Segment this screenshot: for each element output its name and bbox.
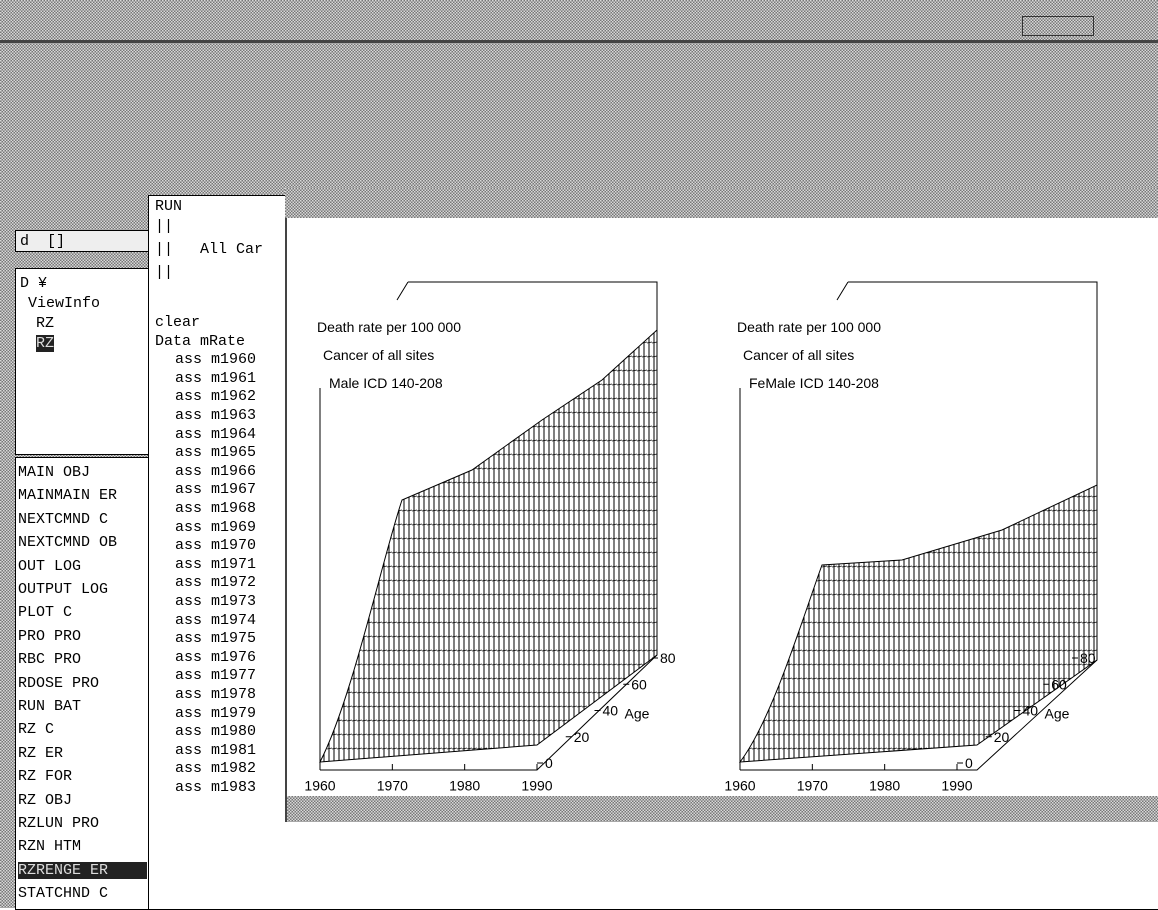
file-item: RUN BAT: [18, 698, 82, 715]
file-item: STATCHND C: [18, 885, 109, 903]
code-line: ass m1961: [175, 369, 257, 387]
file-item: MAIN OBJ: [18, 464, 91, 481]
code-line: ass m1968: [175, 500, 257, 517]
x-tick-label: 1960: [304, 777, 335, 793]
file-item: RZRENGE ER: [18, 861, 147, 879]
file-item: NEXTCMND C: [18, 510, 109, 528]
x-tick-label: 1970: [797, 777, 828, 793]
age-tick-label: 80: [660, 650, 676, 666]
code-line: ass m1980: [175, 723, 257, 741]
file-item: RDOSE PRO: [18, 674, 100, 692]
plot-title: FeMale ICD 140-208: [749, 375, 879, 391]
age-tick-label: 60: [1051, 676, 1067, 692]
age-tick-label: 0: [545, 755, 553, 771]
code-line: ass m1977: [175, 667, 257, 685]
code-line: ass m1976: [175, 648, 257, 666]
plot-title: Cancer of all sites: [323, 347, 434, 363]
age-label: Age: [1045, 706, 1070, 722]
comment-line: ||: [155, 264, 174, 281]
window-buttons[interactable]: [1022, 16, 1094, 36]
code-line: ass m1982: [175, 760, 257, 778]
x-tick-label: 1980: [449, 777, 480, 793]
code-line: clear: [155, 314, 201, 331]
file-list: MAIN OBJ MAINMAIN ER NEXTCMND C NEXTCMND OB…: [15, 457, 150, 910]
code-line: ass m1963: [175, 407, 257, 424]
age-tick-label: 60: [631, 676, 647, 692]
file-item: RZN HTM: [18, 838, 82, 856]
age-tick-label: 20: [574, 729, 590, 745]
age-label: Age: [625, 706, 650, 722]
x-tick-label: 1970: [377, 777, 408, 793]
age-tick-label: 20: [994, 729, 1010, 745]
x-tick-label: 1960: [724, 777, 755, 793]
file-item: NEXTCMND OB: [18, 534, 118, 552]
x-tick-label: 1990: [521, 777, 552, 793]
tree-item: RZ: [36, 335, 55, 352]
code-line: ass m1966: [175, 462, 257, 480]
file-item: PLOT C: [18, 604, 73, 622]
code-line: ass m1970: [175, 537, 257, 555]
code-line: ass m1974: [175, 611, 257, 629]
code-line: ass m1964: [175, 425, 257, 443]
comment-line: ||: [155, 218, 174, 235]
plot-statusbar: [285, 796, 1158, 822]
code-line: ass m1981: [175, 741, 257, 759]
code-line: ass m1960: [175, 351, 257, 369]
file-item: OUTPUT LOG: [18, 581, 109, 598]
plots: Death rate per 100 000 Cancer of all site…: [304, 281, 1098, 793]
tree-item: D ¥: [20, 275, 48, 292]
code-line: ass m1962: [175, 388, 257, 406]
plot-title: Cancer of all sites: [743, 347, 854, 363]
plot-titlebar: [285, 188, 1158, 218]
plot-window: Death rate per 100 000 Cancer of all site…: [285, 218, 1158, 796]
file-item: RZ FOR: [18, 768, 73, 786]
file-item: OUT LOG: [18, 557, 82, 575]
code-line: ass m1971: [175, 555, 257, 573]
code-line: ass m1967: [175, 481, 257, 499]
tree-item: ViewInfo: [28, 295, 101, 312]
x-tick-label: 1990: [941, 777, 972, 793]
code-line: ass m1983: [175, 779, 257, 796]
file-item: RZ C: [18, 721, 55, 739]
surface-female: [738, 281, 1098, 771]
folder-tree: D ¥ ViewInfo RZ RZ: [15, 268, 150, 455]
code-line: ass m1975: [175, 630, 257, 648]
file-item: PRO PRO: [18, 627, 82, 645]
drive-combo[interactable]: d []: [15, 230, 150, 252]
age-tick-label: 80: [1080, 650, 1096, 666]
drive-label: d []: [20, 233, 66, 250]
menu-separator: [0, 40, 1158, 43]
code-line: ass m1973: [175, 593, 257, 610]
file-item: RZLUN PRO: [18, 815, 100, 832]
code-line: ass m1978: [175, 686, 257, 703]
x-tick-label: 1980: [869, 777, 900, 793]
code-line: ass m1969: [175, 518, 257, 536]
file-item: RBC PRO: [18, 651, 82, 669]
age-tick-label: 0: [965, 755, 973, 771]
comment-line: || All Car: [155, 241, 264, 258]
code-line: Data mRate: [155, 332, 246, 350]
file-item: RZ OBJ: [18, 791, 73, 809]
editor-header: RUN: [155, 198, 183, 215]
plot-title: Death rate per 100 000: [737, 319, 881, 335]
plot-title: Male ICD 140-208: [329, 375, 443, 391]
age-tick-label: 40: [1023, 703, 1039, 719]
code-line: ass m1972: [175, 574, 257, 592]
age-tick-label: 40: [603, 703, 619, 719]
plot-title: Death rate per 100 000: [317, 319, 461, 335]
tree-item: RZ: [36, 315, 55, 332]
code-line: ass m1965: [175, 444, 257, 462]
code-line: ass m1979: [175, 704, 257, 722]
file-item: RZ ER: [18, 744, 64, 762]
file-item: MAINMAIN ER: [18, 487, 118, 505]
